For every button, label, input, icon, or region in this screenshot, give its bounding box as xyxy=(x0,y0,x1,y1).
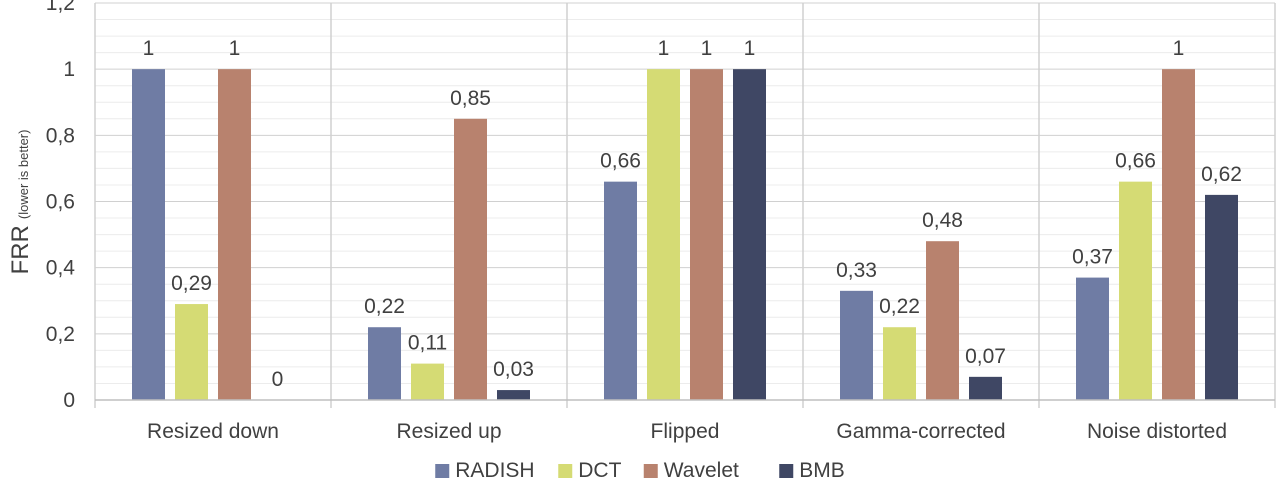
data-label: 0,29 xyxy=(171,272,212,295)
axes: 0 0,2 0,4 0,6 0,8 1 1,2 Resized down Resized up F… xyxy=(46,0,1275,443)
bar-dct xyxy=(175,304,208,400)
y-tick-label: 0,6 xyxy=(46,191,75,214)
bar-bmb xyxy=(1205,194,1238,400)
legend-label: RADISH xyxy=(455,459,534,482)
gridlines xyxy=(95,2,1275,401)
y-axis-title-main: FRR xyxy=(7,225,34,274)
bar-dct xyxy=(647,69,680,401)
bar-dct xyxy=(883,327,916,400)
y-tick-label: 0,4 xyxy=(46,257,76,280)
legend-label: DCT xyxy=(578,459,621,482)
legend-swatch-wavelet xyxy=(643,464,658,478)
x-tick-label: Flipped xyxy=(651,420,720,443)
data-label: 0 xyxy=(272,368,284,391)
bar-wavelet xyxy=(218,69,251,401)
y-tick-label: 0,8 xyxy=(46,124,75,147)
bar-radish xyxy=(840,290,873,400)
bar-radish xyxy=(132,69,165,401)
bar-radish xyxy=(604,181,637,400)
data-label: 0,62 xyxy=(1201,163,1242,186)
y-tick-label: 1,2 xyxy=(46,0,75,15)
legend-swatch-radish xyxy=(435,464,450,478)
bar-wavelet xyxy=(926,241,959,400)
data-label: 1 xyxy=(1173,37,1185,60)
y-tick-label: 1 xyxy=(63,58,75,81)
data-label: 0,48 xyxy=(922,209,963,232)
data-label: 0,85 xyxy=(450,87,491,110)
bar-dct xyxy=(1119,181,1152,400)
data-label: 1 xyxy=(701,37,713,60)
data-label: 0,37 xyxy=(1072,246,1113,269)
data-label: 0,33 xyxy=(836,259,877,282)
y-axis-title-note: (lower is better) xyxy=(16,130,31,220)
bar-wavelet xyxy=(454,118,487,401)
bar-radish xyxy=(1076,277,1109,400)
data-label: 0,07 xyxy=(965,345,1006,368)
category-separators xyxy=(94,3,1276,408)
legend-swatch-dct xyxy=(558,464,573,478)
legend-swatch-bmb xyxy=(779,464,794,478)
bar-wavelet xyxy=(1162,69,1195,401)
x-tick-label: Resized down xyxy=(147,420,279,443)
legend: RADISH DCT Wavelet BMB xyxy=(435,459,845,482)
y-tick-label: 0 xyxy=(63,389,75,412)
data-label: 0,66 xyxy=(600,150,641,173)
data-label: 0,03 xyxy=(493,358,534,381)
x-tick-label: Gamma-corrected xyxy=(836,420,1005,443)
bars xyxy=(132,69,1238,401)
data-label: 0,66 xyxy=(1115,150,1156,173)
x-tick-label: Noise distorted xyxy=(1087,420,1227,443)
data-label: 0,22 xyxy=(879,295,920,318)
bar-bmb xyxy=(969,376,1002,400)
legend-label: Wavelet xyxy=(664,459,739,482)
bar-radish xyxy=(368,327,401,400)
data-label: 1 xyxy=(658,37,670,60)
data-label: 1 xyxy=(143,37,155,60)
bar-wavelet xyxy=(690,69,723,401)
y-axis-title: FRR (lower is better) xyxy=(7,130,34,275)
bar-bmb xyxy=(733,69,766,401)
data-label: 0,11 xyxy=(408,332,447,355)
bar-dct xyxy=(411,363,444,400)
bar-bmb xyxy=(497,390,530,400)
y-tick-label: 0,2 xyxy=(46,323,75,346)
data-label: 1 xyxy=(229,37,241,60)
legend-label: BMB xyxy=(799,459,845,482)
data-label: 0,22 xyxy=(364,295,405,318)
x-tick-label: Resized up xyxy=(396,420,501,443)
data-label: 1 xyxy=(744,37,756,60)
